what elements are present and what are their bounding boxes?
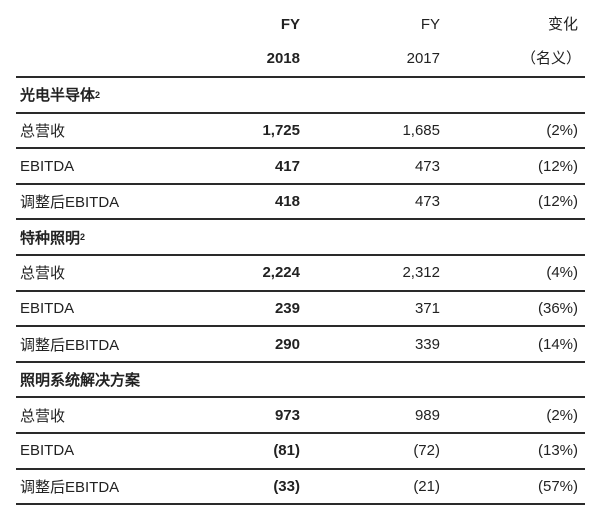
value-change: (2%) bbox=[546, 406, 578, 424]
value-change: (57%) bbox=[537, 477, 578, 495]
value-fy2018: 290 bbox=[274, 335, 300, 353]
header-fy2017: FY bbox=[420, 16, 440, 33]
value-fy2017: 989 bbox=[414, 406, 440, 424]
row-label: 总营收 bbox=[20, 265, 66, 283]
value-fy2017: (72) bbox=[413, 442, 440, 460]
value-change: (36%) bbox=[537, 299, 578, 317]
row-label: 调整后EBITDA bbox=[20, 336, 120, 354]
section-header: 特种照明 2 bbox=[16, 220, 585, 257]
value-fy2018: (33) bbox=[273, 477, 300, 495]
section-header: 光电半导体 2 bbox=[16, 78, 585, 114]
table-row: EBITDA 417 473 (12%) bbox=[16, 149, 585, 185]
table-row: EBITDA 239 371 (36%) bbox=[16, 292, 585, 328]
row-label: 总营收 bbox=[20, 122, 66, 140]
value-change: (13%) bbox=[537, 442, 578, 460]
section-title: 特种照明 2 bbox=[20, 229, 86, 247]
value-fy2018: (81) bbox=[273, 442, 300, 460]
value-change: (12%) bbox=[537, 157, 578, 175]
section-title: 照明系统解决方案 bbox=[20, 372, 141, 390]
header-year-2017: 2017 bbox=[406, 50, 440, 67]
header-line-2: 2018 2017 （名义） bbox=[16, 50, 585, 68]
value-fy2017: 371 bbox=[414, 299, 440, 317]
row-label: 总营收 bbox=[20, 407, 66, 425]
value-change: (4%) bbox=[546, 264, 578, 282]
value-fy2018: 417 bbox=[274, 157, 300, 175]
table-row: 总营收 2,224 2,312 (4%) bbox=[16, 256, 585, 292]
table-row: EBITDA (81) (72) (13%) bbox=[16, 434, 585, 470]
header-fy2018: FY bbox=[280, 16, 300, 33]
value-change: (2%) bbox=[546, 121, 578, 139]
row-label: EBITDA bbox=[20, 299, 75, 317]
table-row: 调整后EBITDA 290 339 (14%) bbox=[16, 327, 585, 363]
section-header: 照明系统解决方案 bbox=[16, 363, 585, 399]
footnote-marker: 2 bbox=[80, 232, 86, 243]
value-fy2017: 473 bbox=[414, 157, 440, 175]
header-line-1: FY FY 变化 bbox=[16, 16, 585, 34]
header-year-2018: 2018 bbox=[266, 50, 300, 67]
header-divider bbox=[16, 76, 585, 78]
header-change: 变化 bbox=[547, 16, 578, 33]
table-row: 调整后EBITDA 418 473 (12%) bbox=[16, 185, 585, 221]
row-label: EBITDA bbox=[20, 442, 75, 460]
value-fy2018: 2,224 bbox=[262, 264, 300, 282]
section-title: 光电半导体 2 bbox=[20, 87, 101, 105]
header-nominal: （名义） bbox=[520, 50, 581, 67]
row-label: 调整后EBITDA bbox=[20, 478, 120, 496]
value-fy2018: 1,725 bbox=[262, 121, 300, 139]
value-change: (14%) bbox=[537, 335, 578, 353]
value-fy2018: 239 bbox=[274, 299, 300, 317]
value-change: (12%) bbox=[537, 193, 578, 211]
value-fy2017: (21) bbox=[413, 477, 440, 495]
table-row: 调整后EBITDA (33) (21) (57%) bbox=[16, 470, 585, 506]
value-fy2017: 2,312 bbox=[402, 264, 440, 282]
table-row: 总营收 1,725 1,685 (2%) bbox=[16, 114, 585, 150]
value-fy2017: 473 bbox=[414, 193, 440, 211]
value-fy2018: 418 bbox=[274, 193, 300, 211]
row-label: EBITDA bbox=[20, 157, 75, 175]
table-row: 总营收 973 989 (2%) bbox=[16, 398, 585, 435]
value-fy2017: 339 bbox=[414, 335, 440, 353]
value-fy2018: 973 bbox=[274, 406, 300, 424]
value-fy2017: 1,685 bbox=[402, 121, 440, 139]
row-label: 调整后EBITDA bbox=[20, 194, 120, 212]
footnote-marker: 2 bbox=[95, 89, 101, 100]
